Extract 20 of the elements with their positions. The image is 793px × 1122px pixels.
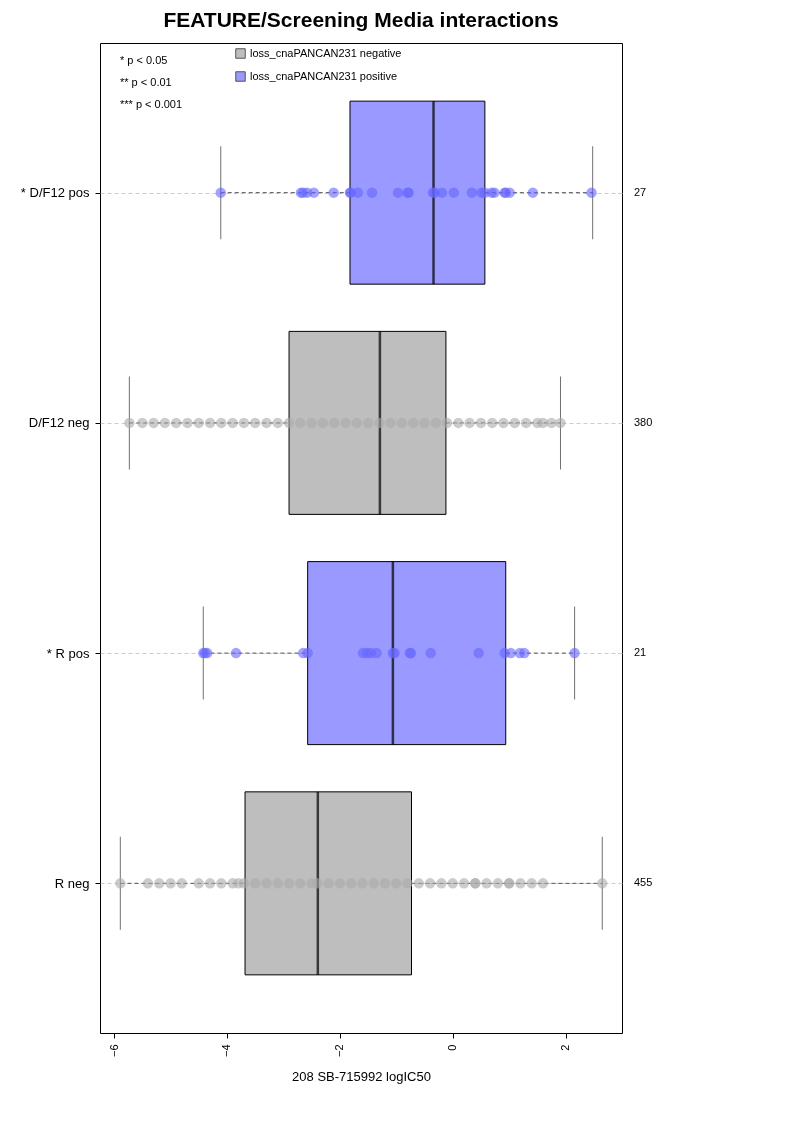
- chart-title: FEATURE/Screening Media interactions: [163, 8, 559, 31]
- text: 21: [634, 646, 647, 659]
- y-tick-label: R neg: [54, 875, 90, 891]
- x-tick-label: −6: [107, 1044, 120, 1058]
- x-axis-title: 208 SB-715992 logIC50: [292, 1069, 431, 1085]
- annotation: ** p < 0.01: [120, 76, 172, 88]
- text: 380: [634, 415, 653, 428]
- x-tick-label: −2: [333, 1044, 346, 1058]
- legend-label: loss_cnaPANCAN231 positive: [250, 69, 398, 82]
- y-tick-label: * R pos: [46, 645, 90, 661]
- x-tick-label: −4: [220, 1044, 233, 1058]
- text: 455: [634, 876, 653, 889]
- annotation: * p < 0.05: [120, 54, 168, 66]
- legend-label: loss_cnaPANCAN231 negative: [250, 46, 402, 59]
- y-tick-label: * D/F12 pos: [20, 185, 90, 201]
- annotation: *** p < 0.001: [120, 98, 183, 110]
- x-tick-label: 0: [446, 1044, 459, 1051]
- x-tick-label: 2: [559, 1044, 572, 1051]
- text: 27: [634, 185, 647, 198]
- y-tick-label: D/F12 neg: [28, 415, 90, 431]
